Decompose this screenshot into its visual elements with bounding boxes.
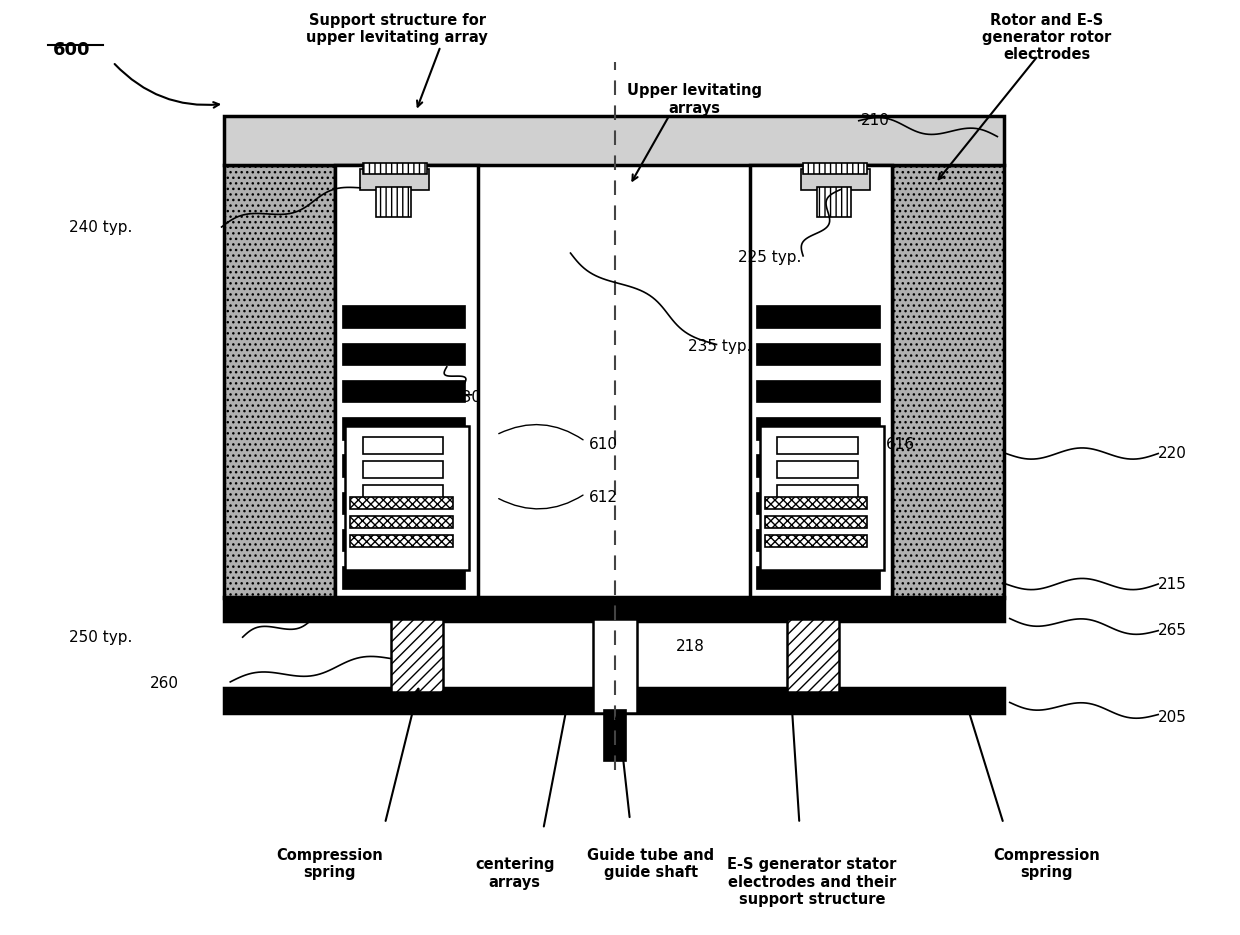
Text: 210: 210	[862, 113, 890, 128]
Text: Compression
spring: Compression spring	[993, 848, 1100, 880]
Text: 215: 215	[1158, 577, 1187, 592]
Bar	[362, 461, 443, 478]
Bar	[765, 535, 868, 547]
Bar	[756, 380, 880, 402]
Bar	[777, 437, 858, 453]
Bar	[362, 437, 443, 453]
Bar	[376, 187, 410, 217]
Bar	[342, 454, 465, 477]
Text: Rotor and E-S
generator rotor
electrodes: Rotor and E-S generator rotor electrodes	[982, 12, 1111, 63]
Bar	[756, 417, 880, 439]
Bar	[350, 516, 453, 528]
Bar	[756, 306, 880, 327]
Bar	[342, 342, 465, 365]
Bar	[224, 116, 1003, 165]
Bar	[765, 497, 868, 510]
Bar	[342, 306, 465, 327]
Bar	[760, 425, 884, 570]
Bar	[350, 535, 453, 547]
Bar	[756, 567, 880, 589]
Bar	[342, 380, 465, 402]
Bar	[362, 163, 427, 174]
Bar	[604, 710, 626, 761]
Text: 235 typ.: 235 typ.	[688, 338, 751, 353]
Bar	[345, 425, 469, 570]
Text: 225 typ.: 225 typ.	[738, 251, 801, 266]
Bar	[765, 516, 868, 528]
Bar	[360, 169, 429, 190]
Text: 610: 610	[589, 437, 618, 452]
Bar	[224, 597, 1003, 622]
Bar	[756, 454, 880, 477]
Bar	[756, 492, 880, 514]
Bar	[817, 187, 852, 217]
Text: 230: 230	[453, 390, 482, 405]
Bar	[777, 461, 858, 478]
Bar	[224, 688, 1003, 712]
Text: Upper levitating
arrays: Upper levitating arrays	[626, 83, 761, 116]
Bar	[801, 169, 870, 190]
Text: 616: 616	[887, 437, 915, 452]
Text: 250 typ.: 250 typ.	[69, 629, 133, 644]
Bar	[391, 620, 443, 692]
Bar	[336, 165, 477, 603]
Text: Compression
spring: Compression spring	[275, 848, 383, 880]
Bar	[893, 165, 1003, 598]
Text: 612: 612	[589, 490, 618, 505]
Bar	[777, 485, 858, 502]
Text: Support structure for
upper levitating array: Support structure for upper levitating a…	[306, 12, 489, 45]
Bar	[787, 620, 839, 692]
Text: 240 typ.: 240 typ.	[69, 221, 133, 236]
Bar	[804, 163, 868, 174]
Text: 260: 260	[150, 676, 179, 691]
Bar	[593, 620, 637, 712]
Bar	[342, 417, 465, 439]
Bar	[350, 497, 453, 510]
Text: E-S generator stator
electrodes and their
support structure: E-S generator stator electrodes and thei…	[727, 857, 897, 907]
Text: 600: 600	[53, 40, 91, 59]
Bar	[342, 492, 465, 514]
Bar	[756, 529, 880, 552]
Text: 205: 205	[1158, 710, 1187, 725]
Bar	[342, 567, 465, 589]
Bar	[750, 165, 893, 603]
Text: Guide tube and
guide shaft: Guide tube and guide shaft	[588, 848, 714, 880]
Text: 265: 265	[1158, 623, 1187, 639]
Text: centering
arrays: centering arrays	[475, 857, 554, 889]
Bar	[224, 165, 336, 598]
Bar	[342, 529, 465, 552]
Bar	[756, 342, 880, 365]
Bar	[362, 485, 443, 502]
Text: 220: 220	[1158, 446, 1187, 461]
Text: 218: 218	[676, 639, 704, 654]
